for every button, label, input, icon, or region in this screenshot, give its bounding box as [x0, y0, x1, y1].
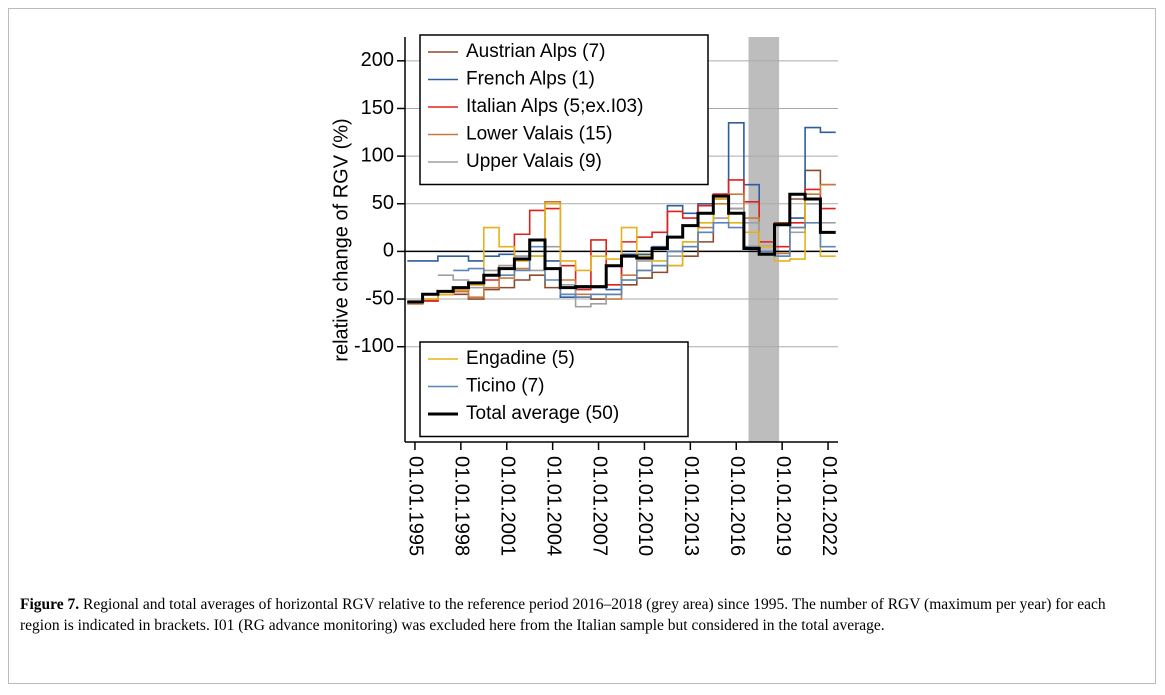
x-tick-label: 01.01.2019: [772, 456, 794, 556]
x-tick-label: 01.01.2016: [726, 456, 748, 556]
y-tick-label: 50: [372, 192, 394, 214]
y-tick-label: 200: [361, 49, 394, 71]
caption: Figure 7. Regional and total averages of…: [20, 594, 1140, 636]
x-tick-label: 01.01.2013: [680, 456, 702, 556]
chart: relative change of RGV (%) -100 -50 0 50 100…: [330, 34, 840, 556]
x-tick-label: 01.01.1998: [451, 456, 473, 556]
caption-text: Regional and total averages of horizonta…: [20, 596, 1106, 634]
series-line: [407, 192, 836, 304]
legend-box: [419, 34, 709, 186]
x-tick-label: 01.01.2004: [542, 456, 564, 556]
legend-label: Lower Valais (15): [466, 124, 612, 145]
x-tick-label: 01.01.1995: [405, 456, 427, 556]
x-tick-label: 01.01.2007: [588, 456, 610, 556]
y-tick-label: -50: [365, 287, 394, 309]
figure-frame: [8, 8, 1156, 684]
legend-label: Engadine (5): [466, 348, 575, 369]
legend-box: [419, 341, 689, 438]
y-tick-label: 100: [361, 144, 394, 166]
y-tick-label: 0: [383, 240, 394, 262]
caption-label: Figure 7.: [20, 596, 80, 613]
legend-label: Ticino (7): [466, 376, 544, 397]
x-tick-label: 01.01.2010: [634, 456, 656, 556]
y-tick-label: -100: [354, 335, 394, 357]
legend-label: Austrian Alps (7): [466, 41, 605, 62]
legend-label: Total average (50): [466, 403, 619, 424]
x-tick-label: 01.01.2001: [496, 456, 518, 556]
y-tick-label: 150: [361, 97, 394, 119]
legend-label: Upper Valais (9): [466, 151, 602, 172]
legend-label: Italian Alps (5;ex.I03): [466, 96, 643, 117]
x-tick-label: 01.01.2022: [818, 456, 840, 556]
y-axis-label: relative change of RGV (%): [330, 118, 352, 361]
legend-label: French Alps (1): [466, 69, 595, 90]
